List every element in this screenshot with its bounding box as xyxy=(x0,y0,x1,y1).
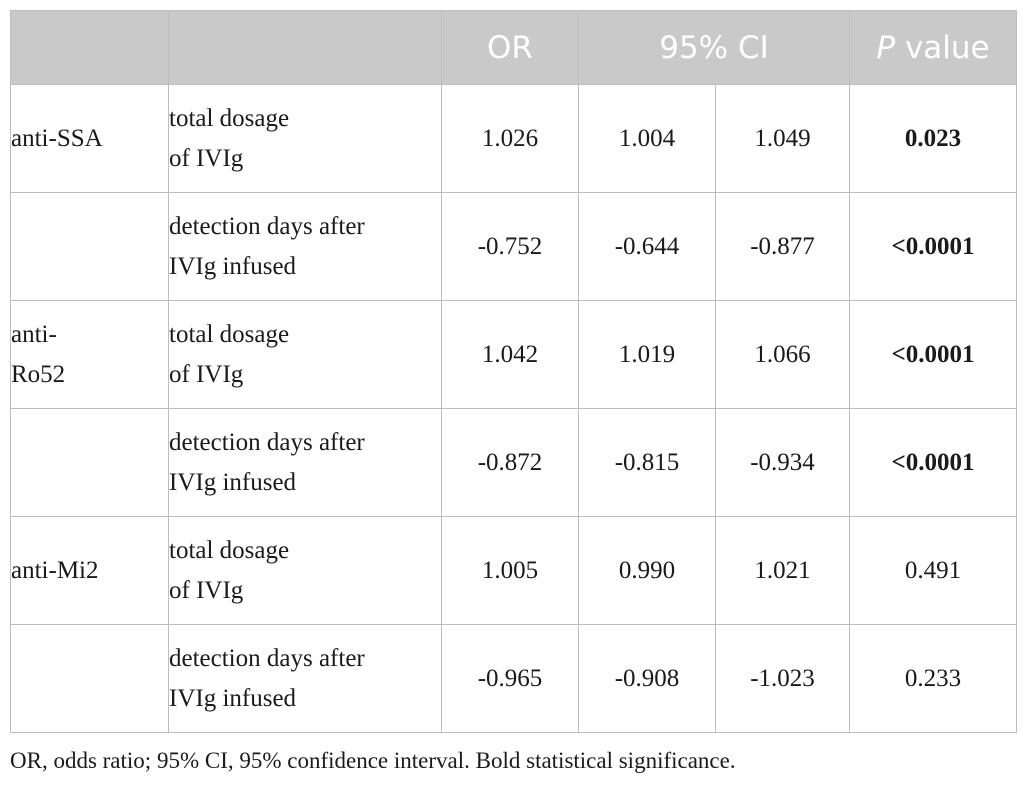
variable-label: of IVIg xyxy=(169,576,244,604)
variable-label: detection days after xyxy=(169,428,365,456)
or-value: 1.005 xyxy=(441,516,579,625)
variable-label: of IVIg xyxy=(169,360,244,388)
p-value: 0.491 xyxy=(849,516,1018,625)
header-p-italic: P xyxy=(876,29,896,66)
p-value: <0.0001 xyxy=(849,192,1018,301)
antibody-cell: anti-Mi2 xyxy=(10,516,169,625)
ci-low-value: 1.019 xyxy=(578,300,716,409)
variable-cell: detection days after IVIg infused xyxy=(168,624,442,733)
variable-label: IVIg infused xyxy=(169,684,297,712)
antibody-cell xyxy=(10,624,169,733)
variable-label: of IVIg xyxy=(169,144,244,172)
variable-label: total dosage xyxy=(169,536,290,564)
table-row: detection days after IVIg infused -0.872 -0… xyxy=(10,408,1018,517)
variable-label: detection days after xyxy=(169,212,365,240)
ci-low-value: -0.815 xyxy=(578,408,716,517)
or-value: 1.026 xyxy=(441,84,579,193)
header-antibody xyxy=(10,10,169,85)
antibody-label: Ro52 xyxy=(11,360,66,388)
ci-low-value: -0.908 xyxy=(578,624,716,733)
ci-high-value: -0.877 xyxy=(714,192,851,301)
table-row: anti-Mi2 total dosage of IVIg 1.005 0.990 1.0… xyxy=(10,516,1018,625)
ci-low-value: -0.644 xyxy=(578,192,716,301)
variable-label: detection days after xyxy=(169,644,365,672)
antibody-cell xyxy=(10,408,169,517)
or-value: 1.042 xyxy=(441,300,579,409)
ci-low-value: 0.990 xyxy=(578,516,716,625)
variable-cell: total dosage of IVIg xyxy=(168,300,442,409)
variable-cell: detection days after IVIg infused xyxy=(168,192,442,301)
ci-high-value: 1.066 xyxy=(714,300,851,409)
table-row: detection days after IVIg infused -0.752 -0… xyxy=(10,192,1018,301)
header-p-value: P value xyxy=(849,10,1018,85)
results-table: OR 95% CI P value anti-SSA total dosage of… xyxy=(10,10,1018,733)
table-row: anti-SSA total dosage of IVIg 1.026 1.004 1.0… xyxy=(10,84,1018,193)
or-value: -0.872 xyxy=(441,408,579,517)
p-value: 0.023 xyxy=(849,84,1018,193)
antibody-cell: anti-SSA xyxy=(10,84,169,193)
p-value: <0.0001 xyxy=(849,408,1018,517)
antibody-label: anti- xyxy=(11,320,57,348)
or-value: -0.965 xyxy=(441,624,579,733)
table-row: detection days after IVIg infused -0.965 -0… xyxy=(10,624,1018,733)
variable-label: total dosage xyxy=(169,104,290,132)
antibody-label: anti-SSA xyxy=(11,124,103,152)
variable-cell: detection days after IVIg infused xyxy=(168,408,442,517)
antibody-cell: anti- Ro52 xyxy=(10,300,169,409)
variable-cell: total dosage of IVIg xyxy=(168,516,442,625)
table-row: anti- Ro52 total dosage of IVIg 1.042 1.019 1.… xyxy=(10,300,1018,409)
variable-cell: total dosage of IVIg xyxy=(168,84,442,193)
header-variable xyxy=(168,10,442,85)
header-p-rest: value xyxy=(895,29,990,66)
p-value: 0.233 xyxy=(849,624,1018,733)
ci-low-value: 1.004 xyxy=(578,84,716,193)
ci-high-value: -1.023 xyxy=(714,624,851,733)
variable-label: IVIg infused xyxy=(169,468,297,496)
header-or: OR xyxy=(441,10,579,85)
antibody-cell xyxy=(10,192,169,301)
antibody-label: anti-Mi2 xyxy=(11,556,99,584)
ci-high-value: 1.021 xyxy=(714,516,851,625)
header-ci: 95% CI xyxy=(577,10,851,85)
variable-label: total dosage xyxy=(169,320,290,348)
table-footnote: OR, odds ratio; 95% CI, 95% confidence i… xyxy=(10,748,736,773)
ci-high-value: 1.049 xyxy=(714,84,851,193)
or-value: -0.752 xyxy=(441,192,579,301)
variable-label: IVIg infused xyxy=(169,252,297,280)
p-value: <0.0001 xyxy=(849,300,1018,409)
header-row: OR 95% CI P value xyxy=(10,10,1018,85)
ci-high-value: -0.934 xyxy=(714,408,851,517)
